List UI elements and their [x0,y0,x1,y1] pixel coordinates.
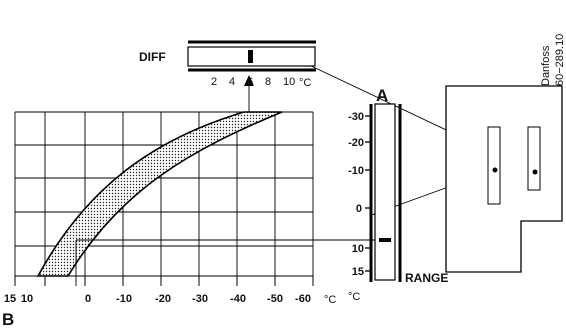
range-tick: -10 [348,165,364,177]
chart-letter: B [2,310,14,329]
diff-tick: 2 [211,76,217,88]
x-tick-label: -40 [230,293,246,305]
diff-pointer-arrow [244,75,254,86]
range-scale [369,103,402,282]
range-label: RANGE [405,271,448,285]
range-tick: 10 [352,243,364,255]
x-tick-label: 0 [85,293,91,305]
diff-tick: 10 [283,76,295,88]
device-diff-slot [527,126,541,191]
x-tick-label: 10 [21,293,33,305]
range-tick-marks [365,115,371,272]
x-tick-label: -60 [295,293,311,305]
diff-tick: 6 [247,76,253,88]
range-ticks: -30 -20 -10 0 10 15 [348,111,364,278]
diff-scale [187,40,316,72]
diff-tick: 8 [265,76,271,88]
x-tick-label: 15 [4,293,16,305]
x-tick-label: -30 [192,293,208,305]
range-tick: 0 [356,203,362,215]
x-tick-labels: 15 10 0 -10 -20 -30 -40 -50 -60 [4,293,311,305]
diff-tick: 4 [229,76,235,88]
device-outline [445,85,563,273]
device-range-slot [487,126,501,205]
range-unit: °C [348,291,360,303]
x-tick-label: -50 [267,293,283,305]
range-indicator [379,238,391,242]
x-unit: °C [324,294,336,306]
credit-brand: Danfoss [540,45,552,86]
credit-code: 60−289.10 [554,34,566,86]
range-tick: -30 [348,111,364,123]
x-axis-ticks [14,276,314,286]
device-range-knob-dot [492,167,498,173]
diff-ticks: 2 4 6 8 10 [211,76,295,88]
range-tick: -20 [348,137,364,149]
diff-label: DIFF [139,50,166,64]
range-tick: 15 [352,266,364,278]
x-tick-label: -20 [155,293,171,305]
x-tick-label: -10 [116,293,132,305]
differential-band [36,111,283,277]
diff-unit: °C [299,77,311,89]
range-letter: A [376,86,388,105]
diff-indicator [248,50,253,63]
device-diff-knob-dot [532,169,538,175]
